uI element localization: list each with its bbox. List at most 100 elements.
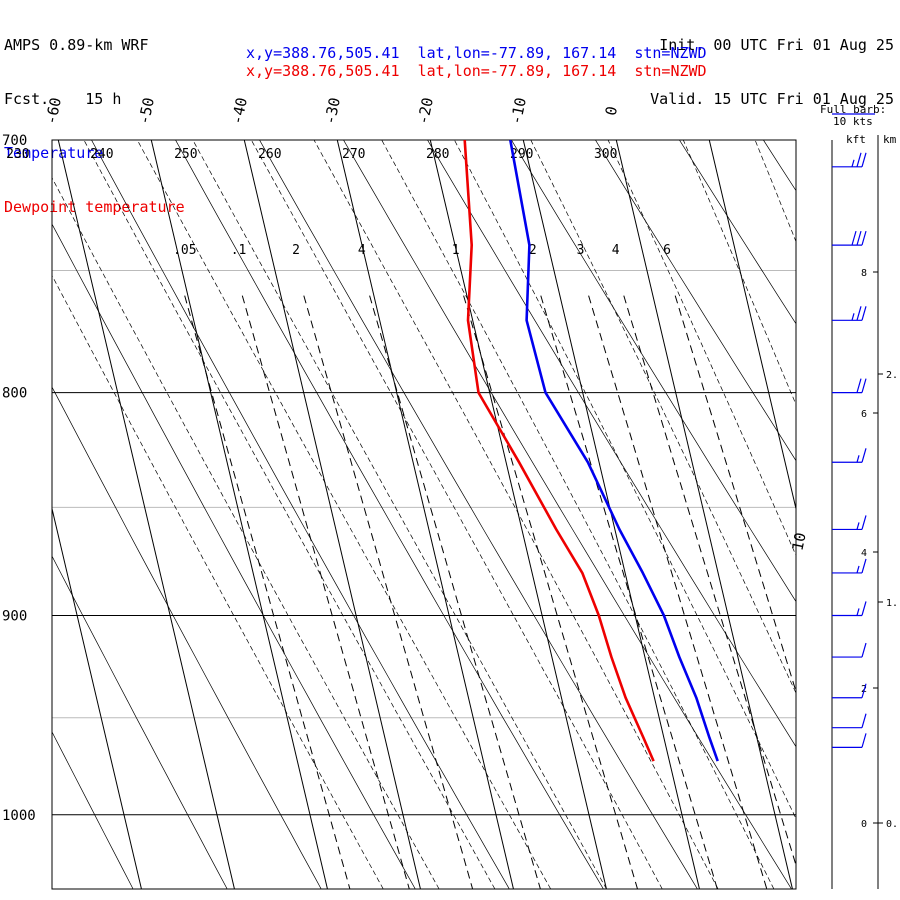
wind-barb-flag xyxy=(861,378,867,393)
isotherm xyxy=(615,140,793,889)
moist-adiabat xyxy=(530,140,796,694)
kft-units: kft xyxy=(846,133,866,146)
isotherm-label: -50 xyxy=(135,96,158,126)
wind-barb-half xyxy=(856,455,860,463)
mixing-ratio-line xyxy=(623,295,796,867)
wind-barb-flag xyxy=(861,230,867,246)
dry-adiabat-label: 240 xyxy=(90,147,113,162)
temp-xy: x,y=388.76,505.41 xyxy=(246,44,400,62)
dry-adiabat-label: 260 xyxy=(258,147,281,162)
wind-barb-flag xyxy=(856,230,862,246)
moist-adiabat xyxy=(250,140,663,889)
mixing-ratio-label: .1 xyxy=(231,243,247,258)
km-label: 1. xyxy=(886,598,898,609)
mixing-ratio-line xyxy=(303,295,474,889)
isotherm xyxy=(802,140,900,889)
dew-xy: x,y=388.76,505.41 xyxy=(246,62,400,80)
legend-temperature-location: x,y=388.76,505.41 lat,lon=-77.89, 167.14… xyxy=(246,44,707,62)
moist-adiabat xyxy=(83,140,496,889)
dry-adiabat xyxy=(175,140,604,889)
legend-temperature: Temperature xyxy=(4,144,185,162)
wind-barb-flag xyxy=(861,642,867,658)
wind-barb-flag xyxy=(861,683,867,698)
mixing-ratio-line xyxy=(241,295,410,889)
wind-barb-flag xyxy=(861,515,867,530)
pressure-label: 800 xyxy=(2,386,27,402)
wind-barb-flag xyxy=(861,558,867,574)
isotherm-label: -60 xyxy=(42,96,65,126)
pressure-label: 700 xyxy=(2,133,27,149)
dry-adiabat-label: 290 xyxy=(510,147,533,162)
dry-adiabat-label: 270 xyxy=(342,147,365,162)
isotherm xyxy=(895,140,900,889)
moist-adiabat xyxy=(52,274,384,889)
wind-barb-half xyxy=(851,159,855,168)
dew-latlon: lat,lon=-77.89, 167.14 xyxy=(417,62,617,80)
moist-adiabat xyxy=(454,140,796,820)
mixing-ratio-label: 2 xyxy=(292,243,300,258)
mixing-ratio-line xyxy=(463,295,638,889)
dry-adiabat xyxy=(847,140,900,889)
fcst-label: Fcst. xyxy=(4,90,50,108)
mixing-ratio-label: .05 xyxy=(173,243,196,258)
legend-dewpoint-location: x,y=388.76,505.41 lat,lon=-77.89, 167.14… xyxy=(246,62,707,80)
mixing-ratio-label: 4 xyxy=(358,243,366,258)
model-title: AMPS 0.89-km WRF xyxy=(4,36,149,54)
dry-adiabat-label: 250 xyxy=(174,147,197,162)
kft-label: 0 xyxy=(861,819,867,830)
wind-key-title-2: 10 kts xyxy=(833,115,873,128)
wind-barb-flag xyxy=(856,306,862,321)
chart-grid xyxy=(52,140,900,889)
dry-adiabat xyxy=(52,223,416,889)
km-label: 0. xyxy=(886,819,898,830)
moist-adiabat xyxy=(381,140,775,889)
wind-panel: Full barb: 10 kts kft km 864202.1.0. xyxy=(820,103,898,889)
isotherm-label: -40 xyxy=(228,96,251,126)
pressure-label: 1000 xyxy=(2,808,36,824)
dry-adiabat xyxy=(343,140,792,889)
mixing-ratio-line xyxy=(369,295,541,889)
isotherm xyxy=(150,140,328,889)
mixing-ratio-label: 3 xyxy=(577,243,585,258)
moist-adiabat xyxy=(52,177,440,889)
forecast-hour: Fcst. 15 h xyxy=(4,90,185,108)
header-right: Init. 00 UTC Fri 01 Aug 25 Valid. 15 UTC… xyxy=(650,0,894,126)
isotherm-label: 0 xyxy=(602,105,621,118)
dry-adiabat-labels: 220230240250260270280290300 xyxy=(6,147,617,162)
isotherm-label: -30 xyxy=(321,96,344,126)
wind-key-title-1: Full barb: xyxy=(820,103,886,116)
plot-frame xyxy=(51,139,797,890)
dry-adiabat xyxy=(52,555,228,889)
mixing-ratio-labels: .05 .1 2 4 1 2 3 4 6 xyxy=(173,243,671,258)
wind-barb-half xyxy=(856,522,860,530)
legend-dewpoint: Dewpoint temperature xyxy=(4,198,185,216)
dry-adiabat xyxy=(511,140,796,603)
wind-barb-flag xyxy=(861,448,867,463)
wind-barb-half xyxy=(856,565,860,574)
isotherm xyxy=(708,140,796,511)
kft-label: 4 xyxy=(861,548,867,559)
wind-barb-flag xyxy=(851,230,857,246)
isotherm-label: -20 xyxy=(414,96,437,126)
isotherm-label: 10 xyxy=(788,531,809,552)
mixing-ratio-line xyxy=(674,295,796,694)
legend-dewpoint-name: Dewpoint temperature xyxy=(4,198,185,216)
wind-barb-flag xyxy=(861,713,867,728)
temperature-profile xyxy=(509,140,719,762)
wind-barb-half xyxy=(851,313,855,321)
kft-label: 6 xyxy=(861,409,867,420)
mixing-ratio-label: 2 xyxy=(529,243,537,258)
mixing-ratio-line xyxy=(184,295,351,889)
fcst-value: 15 h xyxy=(85,90,122,108)
dewpoint-profile xyxy=(463,140,655,762)
moist-adiabat xyxy=(192,140,607,889)
km-units: km xyxy=(883,133,897,146)
isotherm-label: -10 xyxy=(507,96,530,126)
valid-time: Valid. 15 UTC Fri 01 Aug 25 xyxy=(650,90,894,108)
moist-adiabat xyxy=(136,140,552,889)
temp-latlon: lat,lon=-77.89, 167.14 xyxy=(417,44,617,62)
moist-adiabat xyxy=(682,140,796,406)
wind-barb-flag xyxy=(856,378,862,393)
